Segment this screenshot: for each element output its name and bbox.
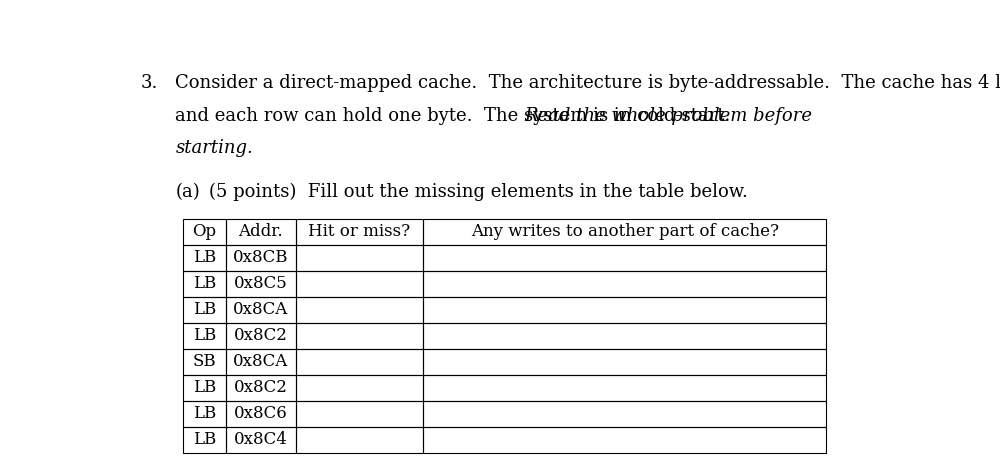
Text: LB: LB [193,327,216,344]
Text: starting.: starting. [175,139,253,157]
Bar [423,375,826,401]
Text: Hit or miss?: Hit or miss? [308,223,411,240]
Bar [226,401,296,427]
Text: LB: LB [193,405,216,422]
Text: Read the whole problem before: Read the whole problem before [524,107,812,125]
Bar [226,427,296,453]
Bar [423,271,826,297]
Bar [183,401,226,427]
Text: 0x8C4: 0x8C4 [234,431,288,448]
Bar [183,271,226,297]
Bar [296,271,423,297]
Text: 0x8C2: 0x8C2 [234,379,288,396]
Bar [296,297,423,323]
Text: Addr.: Addr. [238,223,283,240]
Bar [226,323,296,349]
Bar [423,219,826,245]
Bar [183,427,226,453]
Bar [183,323,226,349]
Bar [296,323,423,349]
Bar [296,427,423,453]
Bar [183,375,226,401]
Bar [183,245,226,271]
Text: 0x8CA: 0x8CA [233,353,288,371]
Bar [226,271,296,297]
Bar [423,349,826,375]
Bar [423,427,826,453]
Bar [226,349,296,375]
Text: Any writes to another part of cache?: Any writes to another part of cache? [471,223,779,240]
Text: (5 points)  Fill out the missing elements in the table below.: (5 points) Fill out the missing elements… [209,183,748,201]
Bar [183,349,226,375]
Text: and each row can hold one byte.  The system is in cold-start.: and each row can hold one byte. The syst… [175,107,742,125]
Text: (a): (a) [175,183,200,201]
Text: LB: LB [193,275,216,292]
Bar [226,297,296,323]
Text: LB: LB [193,379,216,396]
Bar [423,323,826,349]
Bar [423,297,826,323]
Text: Consider a direct-mapped cache.  The architecture is byte-addressable.  The cach: Consider a direct-mapped cache. The arch… [175,75,1000,92]
Text: SB: SB [193,353,216,371]
Text: 0x8CB: 0x8CB [233,250,288,266]
Bar [423,401,826,427]
Text: LB: LB [193,250,216,266]
Bar [226,375,296,401]
Bar [226,219,296,245]
Bar [296,401,423,427]
Bar [296,375,423,401]
Bar [183,297,226,323]
Text: Op: Op [192,223,216,240]
Bar [183,219,226,245]
Bar [226,245,296,271]
Bar [423,245,826,271]
Bar [296,349,423,375]
Text: 3.: 3. [140,75,158,92]
Text: 0x8C5: 0x8C5 [234,275,288,292]
Text: 0x8C2: 0x8C2 [234,327,288,344]
Text: 0x8CA: 0x8CA [233,301,288,318]
Text: 0x8C6: 0x8C6 [234,405,288,422]
Text: LB: LB [193,301,216,318]
Bar [296,245,423,271]
Bar [296,219,423,245]
Text: LB: LB [193,431,216,448]
